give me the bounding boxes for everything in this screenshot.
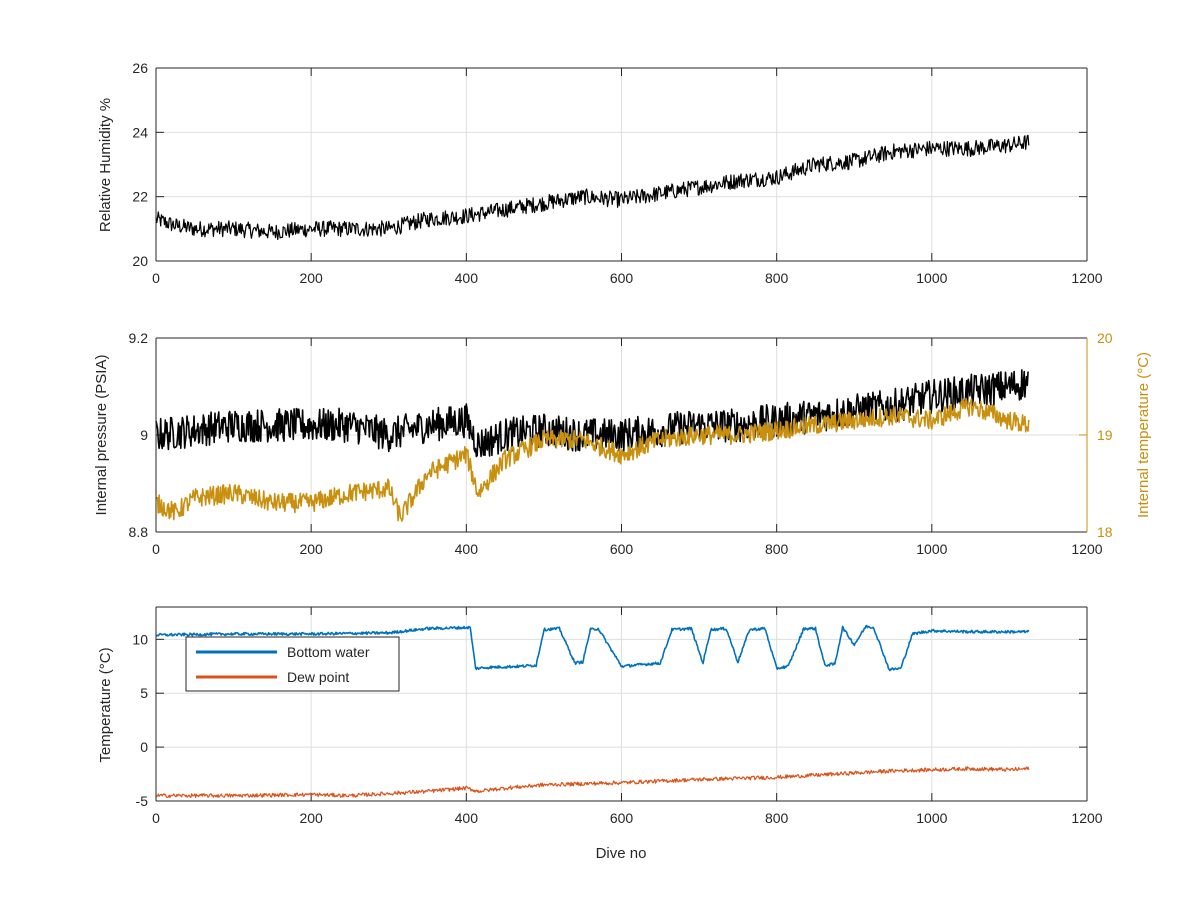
- temperature-y-tick-label: 10: [132, 631, 148, 647]
- x-axis-label: Dive no: [596, 845, 647, 862]
- legend-label-dew-point: Dew point: [287, 669, 349, 685]
- temperature-x-tick-label: 1200: [1071, 810, 1102, 826]
- pressure-right-y-tick-label: 19: [1097, 427, 1113, 443]
- temperature-y-tick-label: 5: [140, 685, 148, 701]
- pressure-x-tick-label: 0: [152, 541, 160, 557]
- legend: Bottom water Dew point: [185, 636, 400, 692]
- pressure-y-tick-label: 8.8: [129, 524, 149, 540]
- humidity-y-tick-label: 22: [132, 189, 148, 205]
- legend-label-bottom-water: Bottom water: [287, 644, 370, 660]
- pressure-right-y-tick-label: 18: [1097, 524, 1113, 540]
- humidity-x-tick-label: 800: [765, 270, 789, 286]
- temperature-y-tick-label: -5: [136, 793, 149, 809]
- bottom-water-line: [155, 624, 1030, 672]
- pressure-x-tick-label: 1000: [916, 541, 947, 557]
- dew-point-line: [155, 766, 1030, 799]
- humidity-x-tick-label: 0: [152, 270, 160, 286]
- humidity-x-tick-label: 1000: [916, 270, 947, 286]
- pressure-series-0-line: [155, 369, 1029, 458]
- temperature-x-tick-label: 1000: [916, 810, 947, 826]
- temperature-ylabel: Temperature (°C): [97, 647, 114, 762]
- pressure-series-1-line: [155, 397, 1030, 522]
- internal-temperature-ylabel: Internal temperature (°C): [1135, 352, 1152, 518]
- humidity-y-tick-label: 20: [132, 253, 148, 269]
- pressure-x-tick-label: 1200: [1071, 541, 1102, 557]
- temperature-x-tick-label: 0: [152, 810, 160, 826]
- temperature-x-tick-label: 400: [455, 810, 479, 826]
- humidity-ylabel: Relative Humidity %: [97, 98, 114, 232]
- humidity-panel: 0 200 400 600 800 1000 1200 20 22 24 26: [132, 60, 1102, 286]
- humidity-series-0-line: [155, 134, 1030, 241]
- humidity-x-tick-label: 400: [455, 270, 479, 286]
- humidity-y-tick-label: 26: [132, 60, 148, 76]
- pressure-y-tick-label: 9: [140, 427, 148, 443]
- pressure-right-y-tick-label: 20: [1097, 330, 1113, 346]
- temperature-x-tick-label: 200: [299, 810, 323, 826]
- humidity-x-tick-label: 200: [299, 270, 323, 286]
- temperature-x-tick-label: 800: [765, 810, 789, 826]
- pressure-x-tick-label: 800: [765, 541, 789, 557]
- humidity-y-tick-label: 24: [132, 124, 148, 140]
- legend-box: [185, 636, 400, 692]
- humidity-x-tick-label: 1200: [1071, 270, 1102, 286]
- pressure-x-tick-label: 400: [455, 541, 479, 557]
- humidity-x-tick-label: 600: [610, 270, 634, 286]
- temperature-y-tick-label: 0: [140, 739, 148, 755]
- pressure-ylabel: Internal pressure (PSIA): [93, 355, 110, 516]
- pressure-y-tick-label: 9.2: [129, 330, 149, 346]
- pressure-x-tick-label: 200: [299, 541, 323, 557]
- temperature-x-tick-label: 600: [610, 810, 634, 826]
- pressure-x-tick-label: 600: [610, 541, 634, 557]
- pressure-temperature-panel: 0 200 400 600 800 1000 1200 8.8 9 9.2 18 19 20: [129, 330, 1113, 557]
